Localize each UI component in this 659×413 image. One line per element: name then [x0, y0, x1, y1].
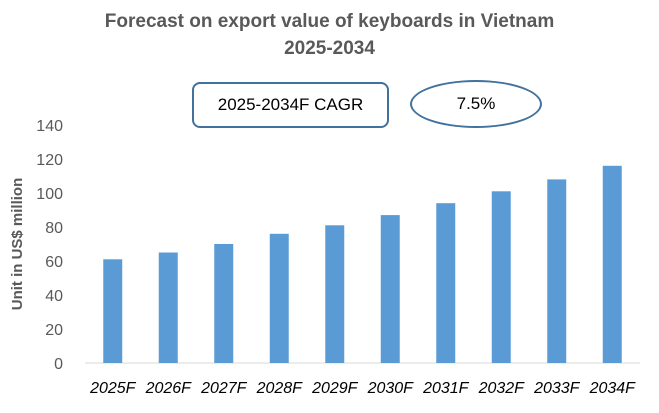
x-tick-label: 2027F — [200, 380, 248, 397]
cagr-value: 7.5% — [456, 94, 496, 113]
chart-title-line2: 2025-2034 — [284, 38, 375, 59]
bars — [103, 165, 622, 363]
x-tick-label: 2025F — [89, 380, 137, 397]
x-tick-label: 2034F — [589, 380, 637, 397]
x-tick-label: 2033F — [533, 380, 581, 397]
y-tick-label: 140 — [36, 118, 63, 135]
chart-title: Forecast on export value of keyboards in… — [0, 8, 659, 62]
y-tick-label: 80 — [45, 220, 63, 237]
x-tick-label: 2026F — [145, 380, 193, 397]
y-tick-label: 0 — [54, 356, 63, 373]
bar — [602, 165, 622, 363]
x-tick-label: 2028F — [256, 380, 304, 397]
x-tick-label: 2029F — [311, 380, 359, 397]
cagr-value-oval: 7.5% — [410, 80, 542, 128]
cagr-label-box: 2025-2034F CAGR — [192, 82, 389, 128]
x-tick-label: 2032F — [478, 380, 526, 397]
x-tick-label: 2030F — [367, 380, 415, 397]
chart-title-line1: Forecast on export value of keyboards in… — [104, 11, 555, 32]
bar — [325, 225, 345, 363]
bar — [436, 203, 456, 363]
bar — [269, 233, 289, 363]
x-axis-ticks: 2025F 2026F 2027F 2028F 2029F 2030F 2031F 2032F… — [89, 380, 636, 397]
y-tick-label: 60 — [45, 254, 63, 271]
bar — [491, 191, 511, 363]
bar — [214, 244, 234, 363]
y-axis-label: Unit in US$ million — [9, 178, 26, 311]
bar — [547, 179, 567, 363]
y-tick-label: 20 — [45, 322, 63, 339]
cagr-label: 2025-2034F CAGR — [217, 95, 364, 114]
bar — [380, 215, 400, 363]
y-tick-label: 120 — [36, 152, 63, 169]
y-axis-ticks: 0 20 40 60 80 100 120 140 — [36, 118, 63, 373]
y-tick-label: 100 — [36, 186, 63, 203]
bar — [158, 252, 178, 363]
y-tick-label: 40 — [45, 288, 63, 305]
bar — [103, 259, 123, 363]
x-tick-label: 2031F — [422, 380, 470, 397]
